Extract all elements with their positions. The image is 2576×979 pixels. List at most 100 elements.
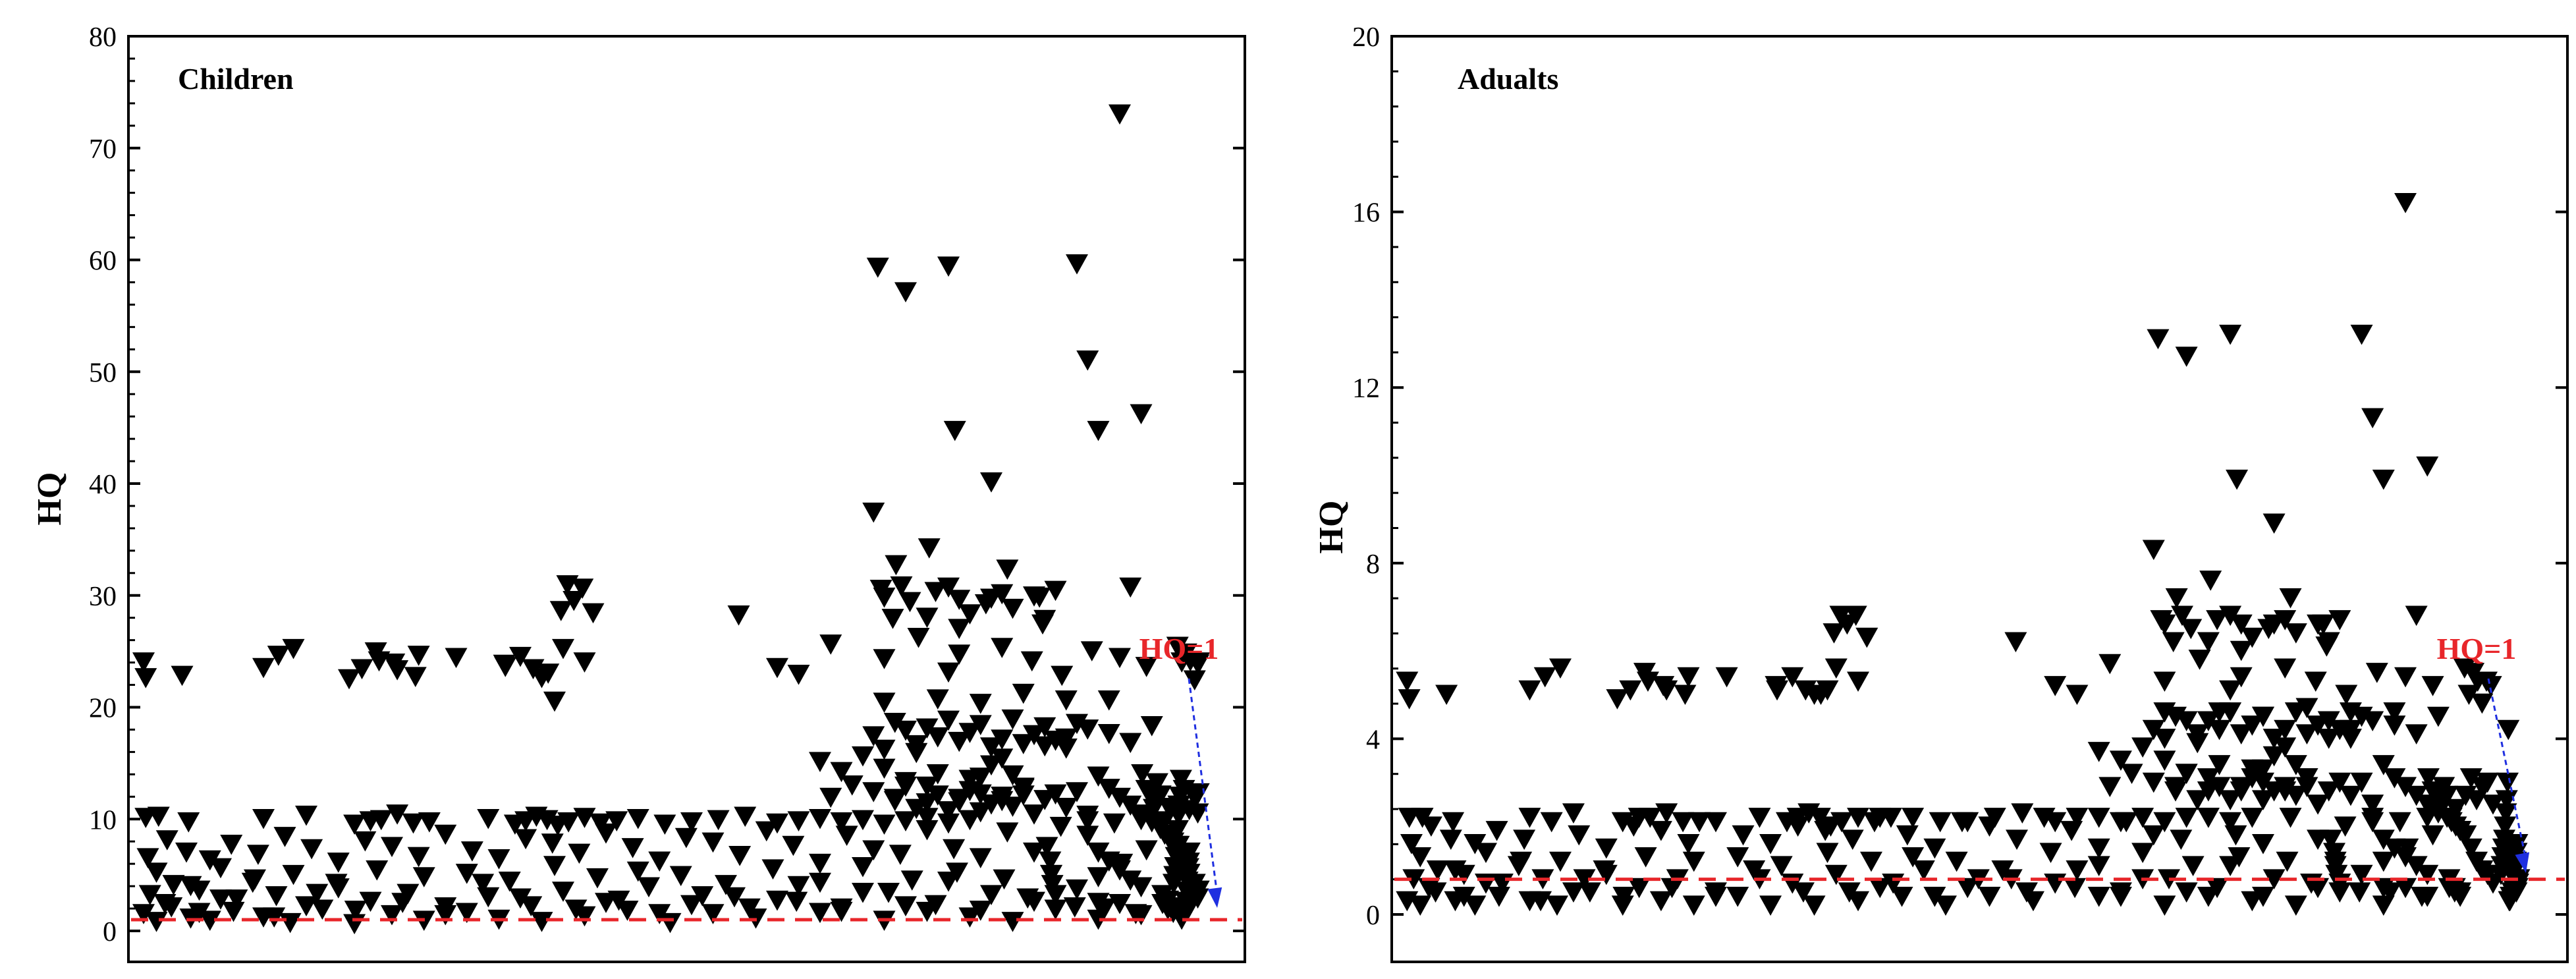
data-point	[1063, 897, 1086, 918]
data-point	[2417, 768, 2440, 789]
data-point	[626, 808, 649, 829]
data-point	[809, 853, 831, 874]
data-point	[1119, 795, 1142, 816]
data-point	[311, 899, 334, 920]
data-point	[2262, 729, 2286, 749]
data-point	[1677, 667, 1700, 688]
data-point	[1912, 860, 1935, 881]
data-point	[2388, 812, 2411, 833]
data-point	[1611, 895, 1634, 916]
data-point	[1055, 690, 1078, 711]
data-point	[948, 644, 971, 665]
data-point	[2153, 702, 2176, 723]
data-point	[877, 882, 900, 903]
data-point	[862, 502, 885, 523]
data-point	[2044, 812, 2067, 833]
data-point	[2262, 746, 2286, 767]
data-point	[1119, 733, 1142, 754]
data-point	[787, 876, 810, 897]
data-point	[509, 646, 532, 667]
data-point	[2383, 715, 2406, 736]
data-point	[907, 627, 930, 648]
data-point	[734, 806, 757, 827]
data-point	[2015, 882, 2038, 903]
data-point	[1902, 808, 1925, 828]
data-point	[145, 912, 168, 932]
data-point	[2444, 798, 2467, 820]
data-point	[1902, 847, 1925, 868]
data-point	[573, 652, 596, 673]
data-point	[862, 840, 885, 861]
data-point	[2179, 619, 2203, 640]
data-point	[1896, 825, 1919, 846]
data-point	[2060, 821, 2083, 841]
data-point	[991, 729, 1014, 750]
data-point	[136, 848, 159, 868]
data-point	[2328, 719, 2351, 741]
data-point	[669, 866, 692, 887]
data-point	[1162, 874, 1185, 895]
data-point	[980, 737, 1002, 758]
data-point	[273, 827, 296, 847]
data-point	[1044, 784, 1067, 805]
data-point	[898, 592, 921, 613]
data-point	[552, 638, 574, 659]
data-point	[1167, 805, 1190, 826]
y-tick-label: 60	[89, 246, 117, 277]
data-point	[787, 811, 810, 831]
data-point	[2175, 882, 2198, 903]
data-point	[2482, 795, 2504, 815]
data-point	[2241, 715, 2264, 736]
data-point	[873, 739, 896, 760]
data-point	[2142, 825, 2165, 846]
data-point	[626, 861, 649, 882]
data-point	[2175, 808, 2198, 828]
data-point	[2350, 864, 2373, 885]
data-point	[498, 872, 521, 892]
data-point	[2383, 838, 2406, 859]
data-point	[974, 594, 997, 615]
data-point	[1649, 891, 1672, 912]
data-point	[2449, 821, 2472, 841]
data-point	[2197, 711, 2220, 732]
data-point	[946, 862, 968, 883]
data-point	[279, 912, 302, 934]
data-point	[2421, 825, 2444, 846]
data-point	[1031, 614, 1054, 635]
data-point	[1991, 860, 2014, 881]
data-point	[2315, 636, 2338, 657]
data-point	[2230, 777, 2253, 798]
data-point	[295, 805, 317, 826]
data-point	[755, 821, 778, 842]
data-point	[2230, 667, 2253, 688]
data-point	[1016, 888, 1039, 909]
data-point	[564, 899, 588, 920]
data-point	[1533, 667, 1556, 688]
data-point	[282, 638, 305, 659]
data-point	[2276, 851, 2299, 872]
data-point	[1135, 657, 1158, 677]
data-point	[2153, 895, 2176, 916]
data-point	[809, 872, 831, 893]
y-tick-label: 10	[89, 805, 117, 835]
data-point	[2098, 777, 2122, 798]
data-point	[1487, 887, 1510, 907]
data-point	[2416, 456, 2439, 477]
data-point	[766, 890, 788, 911]
data-point	[2230, 614, 2253, 635]
data-point	[1153, 811, 1176, 831]
adults-y-axis: 0 4 8 12 16 20	[1352, 22, 2567, 931]
data-point	[1028, 587, 1051, 608]
data-point	[209, 889, 232, 910]
data-point	[2394, 777, 2417, 798]
data-point	[1639, 808, 1662, 828]
data-point	[937, 801, 960, 822]
data-point	[2153, 812, 2176, 833]
data-point	[2279, 588, 2302, 609]
data-point	[586, 868, 609, 889]
data-point	[472, 874, 495, 895]
children-plot-frame	[127, 35, 1246, 963]
data-point	[265, 886, 288, 907]
data-point	[2109, 750, 2132, 771]
children-y-axis-title: HQ	[31, 472, 69, 526]
